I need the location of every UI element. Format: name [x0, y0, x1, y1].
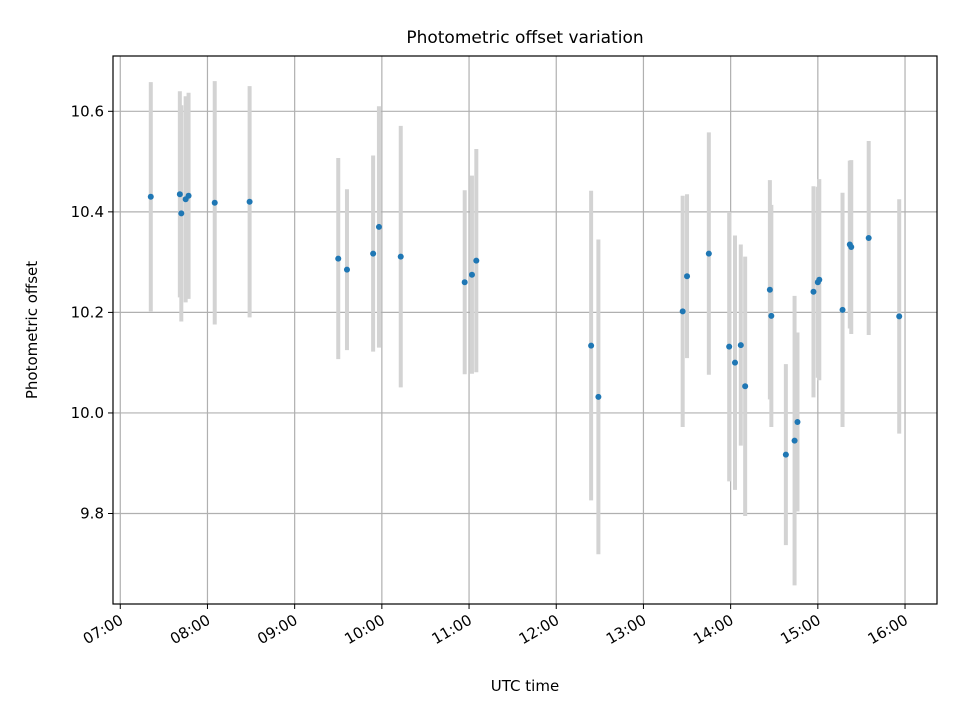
- data-point: [848, 244, 855, 251]
- data-point: [726, 343, 733, 350]
- y-tick-label: 10.0: [71, 404, 104, 422]
- y-tick-label: 10.4: [71, 203, 104, 221]
- error-bars: [148, 81, 902, 586]
- data-point: [468, 271, 475, 278]
- data-point: [766, 286, 773, 293]
- data-point: [839, 306, 846, 313]
- data-point: [705, 250, 712, 257]
- data-point: [178, 210, 185, 217]
- data-point: [588, 342, 595, 349]
- data-point: [679, 308, 686, 315]
- x-axis-ticks: 07:00 08:00 09:00 10:00 11:00 12:00 13:00 14:00…: [80, 604, 911, 648]
- data-point: [791, 437, 798, 444]
- data-point: [335, 255, 342, 262]
- data-point: [810, 288, 817, 295]
- x-tick-label: 08:00: [167, 611, 213, 648]
- data-point: [731, 359, 738, 366]
- data-points: [147, 191, 903, 458]
- data-point: [896, 313, 903, 320]
- y-tick-label: 9.8: [80, 505, 104, 523]
- data-point: [461, 279, 468, 286]
- data-point: [684, 273, 691, 280]
- x-tick-label: 11:00: [429, 611, 475, 648]
- x-tick-label: 09:00: [254, 611, 300, 648]
- data-point: [370, 250, 377, 257]
- data-point: [782, 451, 789, 458]
- data-point: [397, 253, 404, 260]
- x-tick-label: 15:00: [777, 611, 823, 648]
- data-point: [794, 419, 801, 426]
- data-point: [343, 266, 350, 273]
- data-point: [742, 383, 749, 390]
- y-tick-label: 10.6: [71, 102, 104, 120]
- x-tick-label: 12:00: [516, 611, 562, 648]
- y-axis-label: Photometric offset: [23, 261, 41, 399]
- x-tick-label: 13:00: [603, 611, 649, 648]
- data-point: [185, 192, 192, 199]
- x-tick-label: 14:00: [690, 611, 736, 648]
- data-point: [595, 393, 602, 400]
- data-point: [865, 234, 872, 241]
- y-axis-ticks: 9.8 10.0 10.2 10.4 10.6: [71, 102, 113, 523]
- data-point: [147, 193, 154, 200]
- data-point: [246, 198, 253, 205]
- data-point: [768, 312, 775, 319]
- data-point: [375, 223, 382, 230]
- plot-frame: [112, 55, 938, 605]
- grid-lines: [113, 56, 937, 604]
- chart-title: Photometric offset variation: [406, 28, 643, 48]
- y-tick-label: 10.2: [71, 303, 104, 321]
- data-point: [737, 342, 744, 349]
- data-point: [211, 199, 218, 206]
- data-point: [816, 276, 823, 283]
- data-point: [473, 257, 480, 264]
- x-axis-label: UTC time: [491, 677, 559, 695]
- x-tick-label: 07:00: [80, 611, 126, 648]
- data-point: [176, 191, 183, 198]
- x-tick-label: 10:00: [341, 611, 387, 648]
- x-tick-label: 16:00: [865, 611, 911, 648]
